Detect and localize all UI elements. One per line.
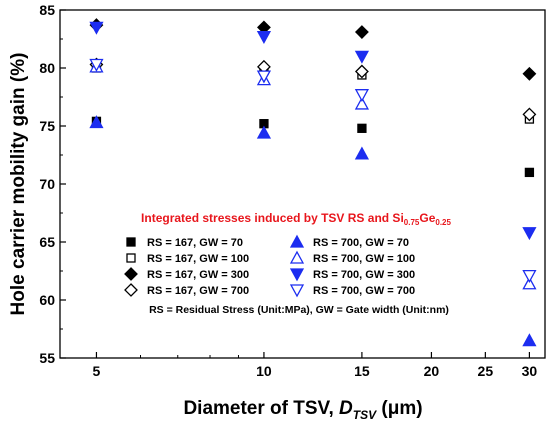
point-rs-700-gw-70 (354, 146, 370, 160)
x-tick-label: 20 (424, 363, 440, 379)
point-rs-700-gw-70 (89, 115, 104, 129)
legend-marker-rs-700-gw-700 (289, 284, 305, 298)
point-rs-167-gw-700 (354, 64, 369, 79)
x-axis-title: Diameter of TSV, DTSV (μm) (183, 398, 422, 422)
y-axis-title: Hole carrier mobility gain (%) (8, 53, 29, 316)
legend-label-rs-700-gw-300: RS = 700, GW = 300 (313, 269, 415, 281)
y-tick-label: 80 (39, 60, 55, 76)
y-tick-label: 60 (39, 292, 55, 308)
point-rs-700-gw-300 (256, 31, 272, 45)
point-rs-700-gw-700 (89, 58, 104, 72)
x-tick-label: 10 (256, 363, 272, 379)
point-rs-700-gw-70 (522, 333, 537, 347)
legend-label-rs-167-gw-70: RS = 167, GW = 70 (147, 237, 243, 249)
legend-marker-rs-700-gw-70 (289, 234, 305, 248)
point-rs-700-gw-300 (522, 227, 537, 241)
point-rs-167-gw-70 (524, 167, 535, 178)
point-rs-167-gw-300 (354, 25, 369, 39)
y-tick-label: 55 (39, 350, 55, 366)
point-rs-700-gw-100 (522, 276, 537, 290)
data-points (89, 18, 537, 347)
x-tick-label: 30 (522, 363, 538, 379)
legend-marker-rs-167-gw-700 (124, 283, 138, 297)
point-rs-167-gw-300 (522, 66, 537, 81)
legend-marker-rs-167-gw-70 (126, 237, 136, 247)
x-axis-ticks: 5 10 15 20 25 30 (93, 352, 538, 379)
x-tick-label: 15 (354, 363, 370, 379)
legend-marker-rs-167-gw-300 (124, 267, 138, 281)
point-rs-700-gw-100 (354, 96, 370, 110)
y-axis-ticks: 55 60 65 70 75 80 85 (39, 2, 66, 366)
point-rs-167-gw-70 (357, 123, 367, 133)
point-rs-700-gw-700 (354, 89, 370, 103)
y-tick-label: 75 (39, 118, 55, 134)
annotation-note: RS = Residual Stress (Unit:MPa), GW = Ga… (149, 304, 449, 316)
point-rs-700-gw-70 (256, 125, 272, 139)
point-rs-700-gw-300 (354, 50, 370, 64)
y-tick-label: 85 (39, 2, 55, 18)
x-tick-label: 5 (93, 363, 101, 379)
x-tick-label: 25 (478, 363, 494, 379)
point-rs-167-gw-700 (522, 107, 537, 122)
legend-marker-rs-700-gw-300 (289, 268, 305, 282)
legend-label-rs-167-gw-300: RS = 167, GW = 300 (147, 269, 249, 281)
point-rs-700-gw-700 (522, 269, 537, 283)
legend: RS = 167, GW = 70 RS = 167, GW = 100 RS = … (124, 234, 415, 298)
annotation-title: Integrated stresses induced by TSV RS an… (141, 211, 451, 227)
point-rs-700-gw-700 (256, 70, 272, 84)
y-tick-label: 65 (39, 234, 55, 250)
legend-label-rs-700-gw-100: RS = 700, GW = 100 (313, 253, 415, 265)
legend-label-rs-700-gw-70: RS = 700, GW = 70 (313, 237, 409, 249)
legend-label-rs-167-gw-100: RS = 167, GW = 100 (147, 253, 249, 265)
legend-marker-rs-700-gw-100 (289, 250, 305, 264)
legend-marker-rs-167-gw-100 (126, 253, 136, 263)
legend-label-rs-700-gw-700: RS = 700, GW = 700 (313, 285, 415, 297)
y-tick-label: 70 (39, 176, 55, 192)
point-rs-700-gw-300 (89, 21, 104, 35)
legend-label-rs-167-gw-700: RS = 167, GW = 700 (147, 285, 249, 297)
